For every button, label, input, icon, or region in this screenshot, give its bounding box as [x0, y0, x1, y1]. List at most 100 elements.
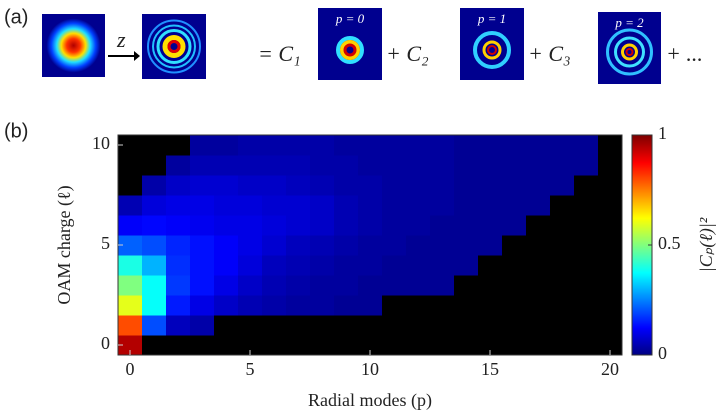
heat-cell	[550, 175, 575, 196]
colorbar-step	[632, 219, 652, 222]
heat-cell	[334, 135, 359, 156]
heat-cell	[262, 135, 287, 156]
heat-cell	[358, 255, 383, 276]
heat-cell	[550, 235, 575, 256]
heat-cell	[502, 215, 527, 236]
heat-cell	[598, 255, 623, 276]
heat-cell	[406, 175, 431, 196]
colorbar-step	[632, 145, 652, 148]
heat-cell	[334, 295, 359, 316]
heat-cell	[214, 255, 239, 276]
colorbar-step	[632, 233, 652, 236]
colorbar-step	[632, 199, 652, 202]
colorbar-step	[632, 263, 652, 266]
heat-cell	[358, 135, 383, 156]
heat-cell	[190, 235, 215, 256]
heat-cell	[238, 195, 263, 216]
colorbar-step	[632, 157, 652, 160]
heat-cell	[382, 155, 407, 176]
colorbar-step	[632, 243, 652, 246]
heat-cell	[262, 255, 287, 276]
heat-cell	[526, 335, 551, 356]
heat-cell	[502, 235, 527, 256]
heat-cell	[382, 255, 407, 276]
heat-cell	[190, 315, 215, 336]
heat-cell	[334, 155, 359, 176]
colorbar-step	[632, 347, 652, 350]
colorbar-step	[632, 207, 652, 210]
colorbar-step	[632, 251, 652, 254]
heat-cell	[190, 175, 215, 196]
heat-cell	[502, 315, 527, 336]
heat-cell	[166, 195, 191, 216]
heat-cell	[502, 175, 527, 196]
mode-p0	[318, 8, 382, 80]
colorbar-step	[632, 215, 652, 218]
colorbar-step	[632, 163, 652, 166]
heat-cell	[118, 275, 143, 296]
y-tick-label: 5	[101, 233, 110, 253]
heat-cell	[262, 275, 287, 296]
colorbar-step	[632, 285, 652, 288]
colorbar-step	[632, 299, 652, 302]
heat-cell	[214, 195, 239, 216]
heat-cell	[382, 315, 407, 336]
heat-cell	[454, 255, 479, 276]
heat-cell	[238, 135, 263, 156]
expansion-term: + C₂	[386, 41, 429, 66]
heat-cell	[478, 155, 503, 176]
heat-cell	[430, 295, 455, 316]
heat-cell	[454, 155, 479, 176]
colorbar-step	[632, 159, 652, 162]
heat-cell	[118, 295, 143, 316]
heat-cell	[310, 335, 335, 356]
heat-cell	[502, 295, 527, 316]
colorbar-step	[632, 237, 652, 240]
heat-cell	[382, 215, 407, 236]
colorbar-step	[632, 317, 652, 320]
colorbar-step	[632, 179, 652, 182]
colorbar-step	[632, 137, 652, 140]
heat-cell	[310, 295, 335, 316]
heat-cell	[310, 135, 335, 156]
colorbar-step	[632, 171, 652, 174]
heat-cell	[382, 335, 407, 356]
heat-cell	[430, 155, 455, 176]
heat-cell	[478, 255, 503, 276]
heat-cell	[190, 275, 215, 296]
heat-cell	[310, 275, 335, 296]
heat-cell	[142, 315, 167, 336]
heat-cell	[334, 255, 359, 276]
heat-cell	[406, 335, 431, 356]
colorbar-step	[632, 319, 652, 322]
heat-cell	[430, 135, 455, 156]
beam-input	[42, 14, 105, 77]
heat-cell	[118, 175, 143, 196]
heat-cell	[406, 255, 431, 276]
mode-label: p = 2	[614, 15, 644, 30]
heat-cell	[286, 155, 311, 176]
colorbar-step	[632, 197, 652, 200]
heat-cell	[334, 215, 359, 236]
colorbar-step	[632, 331, 652, 334]
heat-cell	[454, 275, 479, 296]
expansion-term: + ...	[666, 41, 703, 66]
heat-cell	[262, 235, 287, 256]
colorbar-step	[632, 337, 652, 340]
colorbar-step	[632, 149, 652, 152]
heat-cell	[238, 155, 263, 176]
heat-cell	[286, 315, 311, 336]
heat-cell	[574, 275, 599, 296]
heat-cell	[142, 195, 167, 216]
heat-cell	[454, 195, 479, 216]
heat-cell	[166, 255, 191, 276]
heat-cell	[478, 315, 503, 336]
heat-cell	[262, 155, 287, 176]
heat-cell	[118, 215, 143, 236]
colorbar-step	[632, 173, 652, 176]
heat-cell	[382, 175, 407, 196]
colorbar-step	[632, 227, 652, 230]
heat-cell	[238, 335, 263, 356]
heat-cell	[430, 255, 455, 276]
colorbar-step	[632, 301, 652, 304]
